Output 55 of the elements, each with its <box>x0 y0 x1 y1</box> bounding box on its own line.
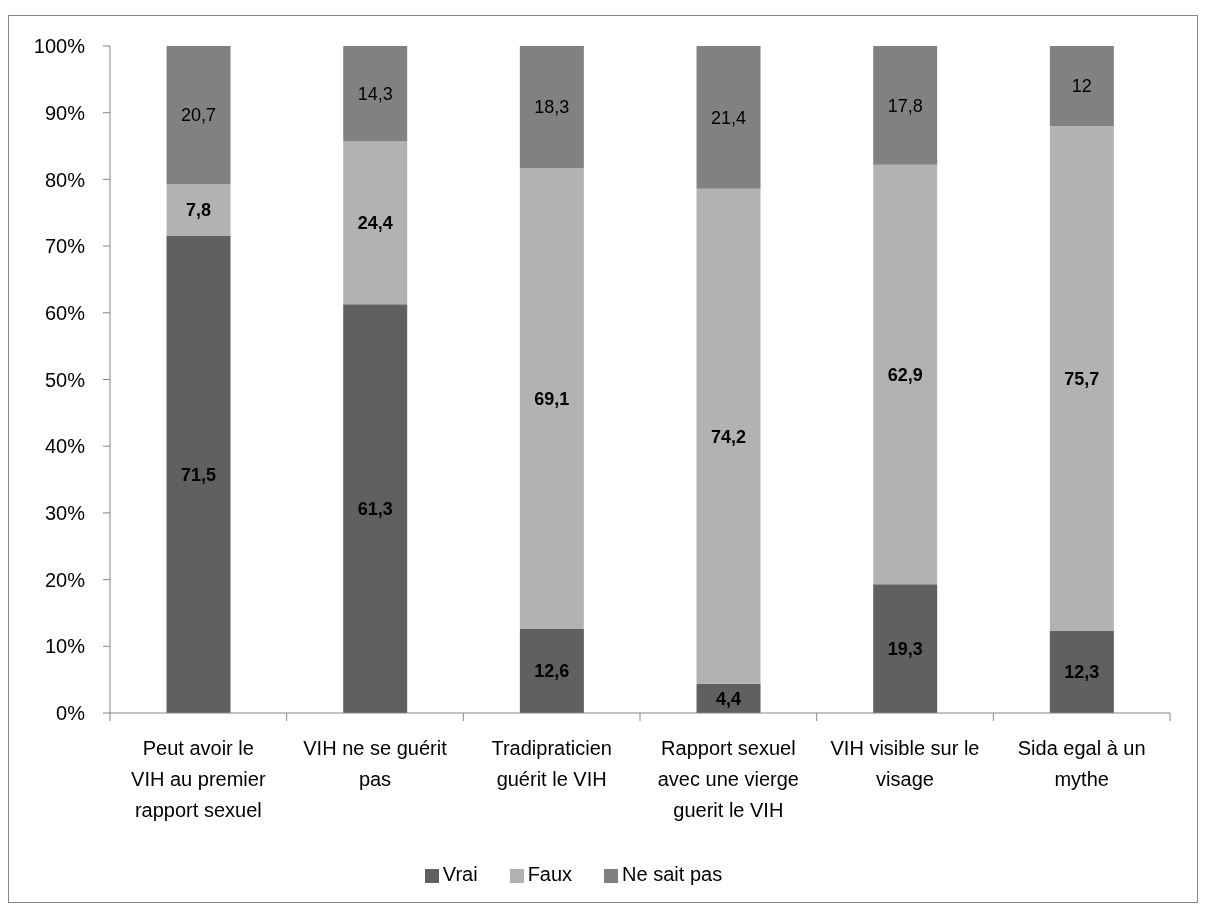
data-label: 62,9 <box>887 364 923 385</box>
x-tick-label: VIH visible sur le visage <box>830 737 980 790</box>
data-label: 19,3 <box>887 639 923 660</box>
x-tick-label: Peut avoir le VIH au premier rapport sexuel <box>131 737 266 821</box>
x-tick-label: Tradipraticien guérit le VIH <box>491 737 612 790</box>
data-label: 24,4 <box>357 213 393 234</box>
y-tick-label: 80% <box>44 168 86 191</box>
data-label: 12,3 <box>1064 662 1100 683</box>
data-label: 20,7 <box>181 105 217 126</box>
bar <box>519 46 584 169</box>
y-tick-label: 90% <box>44 101 86 124</box>
bar <box>1049 126 1114 631</box>
legend-label: Ne sait pas <box>622 863 723 885</box>
y-tick-label: 70% <box>44 235 86 258</box>
data-label: 18,3 <box>534 97 570 118</box>
y-tick-label: 50% <box>44 368 86 391</box>
x-tick-label: Sida egal à un mythe <box>1017 737 1146 790</box>
bar <box>166 236 231 713</box>
bar <box>696 46 761 189</box>
data-label: 7,8 <box>186 200 212 221</box>
data-label: 14,3 <box>357 84 393 105</box>
bar <box>166 184 231 237</box>
bar <box>1049 630 1114 713</box>
data-label: 74,2 <box>711 426 747 447</box>
data-label: 71,5 <box>181 464 217 485</box>
bar <box>343 141 408 305</box>
y-tick-label: 0% <box>56 702 86 725</box>
bar <box>873 46 938 165</box>
data-label: 69,1 <box>534 388 570 409</box>
y-tick-label: 100% <box>33 35 86 58</box>
bar <box>166 46 231 185</box>
data-label: 61,3 <box>357 498 393 519</box>
bar <box>343 304 408 713</box>
bar <box>873 584 938 713</box>
data-label: 17,8 <box>887 95 923 116</box>
y-tick-label: 20% <box>44 568 86 591</box>
data-label: 21,4 <box>711 107 747 128</box>
bar <box>1049 46 1114 127</box>
y-tick-label: 40% <box>44 435 86 458</box>
bar <box>343 46 408 142</box>
x-tick-label: VIH ne se guérit pas <box>303 737 448 790</box>
data-label: 4,4 <box>716 688 742 709</box>
bar <box>519 628 584 713</box>
data-label: 12,6 <box>534 661 570 682</box>
bar <box>873 164 938 585</box>
bar <box>696 188 761 684</box>
data-label: 75,7 <box>1064 368 1100 389</box>
y-tick-label: 30% <box>44 502 86 524</box>
legend-label: Vrai <box>442 863 478 885</box>
y-tick-label: 10% <box>44 635 86 658</box>
legend-label: Faux <box>527 863 573 885</box>
y-tick-label: 60% <box>44 301 86 324</box>
bar <box>519 168 584 629</box>
data-label: 12 <box>1071 76 1092 97</box>
x-tick-label: Rapport sexuel avec une vierge guerit le VIH <box>657 737 799 821</box>
